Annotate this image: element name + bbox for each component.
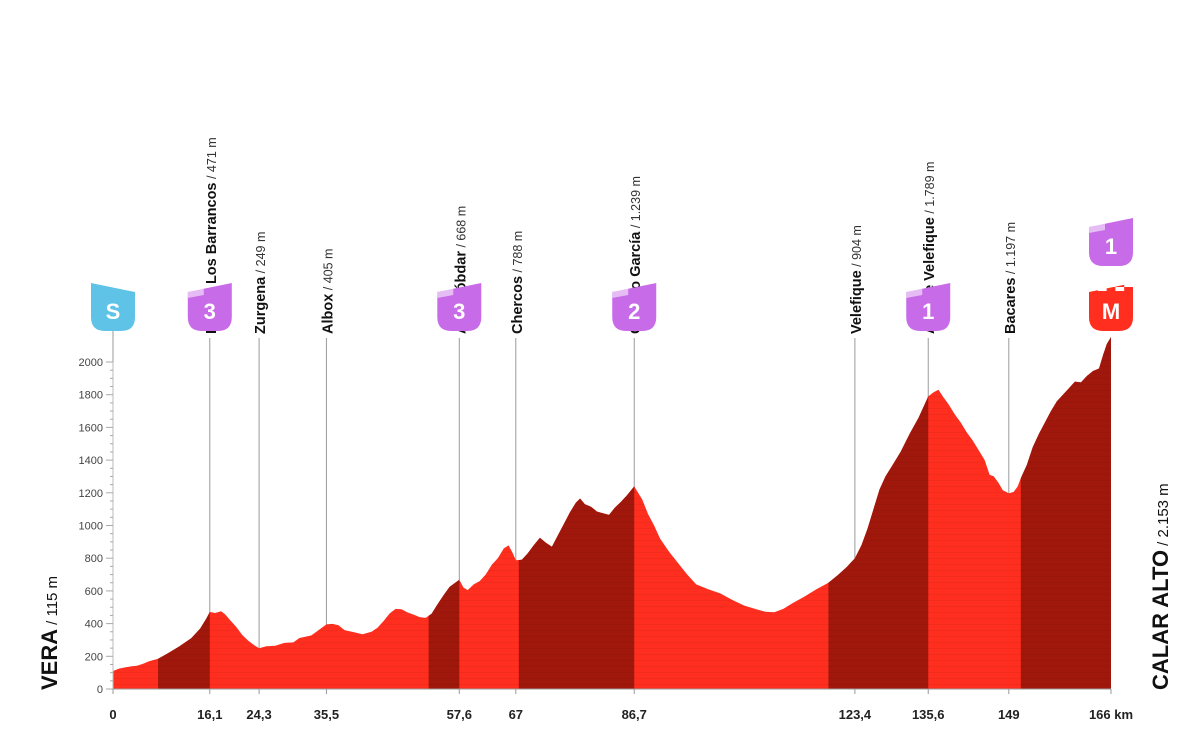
x-tick-label: 166 km (1089, 707, 1133, 722)
x-tick-label: 149 (998, 707, 1020, 722)
y-tick-label: 1400 (79, 455, 103, 467)
badge-checker (1097, 287, 1107, 291)
badge-shape (91, 283, 135, 331)
x-tick-label: 24,3 (246, 707, 271, 722)
start-label: VERA / 115 m (37, 576, 62, 690)
y-tick-label: 200 (85, 651, 103, 663)
x-tick-label: 0 (109, 707, 116, 722)
start-name: VERA (37, 629, 62, 690)
waypoint-elevation: / 904 m (850, 225, 864, 270)
category-badges: S 3 3 2 1 1 M (91, 218, 1133, 331)
badge-climb: 1 (906, 283, 951, 331)
y-tick-label: 0 (97, 684, 103, 696)
waypoint-elevation: / 788 m (511, 231, 525, 276)
waypoint-label: Velefique / 904 m (849, 225, 865, 334)
badge-checker (1106, 283, 1116, 287)
waypoint-elevation: / 1.197 m (1004, 222, 1018, 278)
x-tick-label: 35,5 (314, 707, 339, 722)
finish-name: CALAR ALTO (1148, 550, 1173, 690)
badge-label: M (1102, 299, 1120, 324)
badge-climb_top: 1 (1089, 218, 1133, 266)
waypoint-elevation: / 405 m (321, 249, 335, 294)
y-tick-label: 1600 (79, 422, 103, 434)
waypoint-name: Albox (320, 294, 336, 334)
badge-label: 1 (922, 299, 934, 324)
x-tick-label: 86,7 (622, 707, 647, 722)
y-tick-label: 1800 (79, 390, 103, 402)
badge-notch (906, 288, 923, 298)
waypoint-name: Zurgena (253, 276, 269, 334)
x-tick-label: 123,4 (839, 707, 872, 722)
finish-label: CALAR ALTO / 2.153 m (1148, 483, 1173, 690)
y-tick-label: 1200 (79, 488, 103, 500)
axes: 0 200 400 600 800 1000 1200 1400 1600 1800 2000 0 16… (79, 357, 1134, 722)
badge-finish: M (1089, 283, 1133, 331)
badge-notch (612, 288, 629, 298)
finish-elevation: / 2.153 m (1155, 483, 1172, 546)
waypoint-label: Zurgena / 249 m (253, 232, 269, 334)
badge-label: S (106, 299, 121, 324)
x-tick-label: 57,6 (447, 707, 472, 722)
y-tick-label: 600 (85, 586, 103, 598)
y-tick-label: 400 (85, 619, 103, 631)
start-elevation: / 115 m (44, 576, 61, 625)
badge-notch (437, 288, 454, 298)
waypoint-elevation: / 1.789 m (923, 162, 937, 218)
profile-area (113, 337, 1111, 689)
y-tick-label: 2000 (79, 357, 103, 369)
y-tick-label: 1000 (79, 521, 103, 533)
waypoint-label: Bacares / 1.197 m (1003, 222, 1019, 334)
waypoint-name: Chercos (510, 276, 526, 334)
badge-label: 2 (628, 299, 640, 324)
badge-notch (1089, 223, 1105, 233)
badge-climb: 3 (437, 283, 482, 331)
y-tick-label: 800 (85, 553, 103, 565)
waypoint-elevation: / 249 m (254, 232, 268, 277)
badge-label: 3 (453, 299, 465, 324)
badge-label: 3 (204, 299, 216, 324)
waypoint-elevation: / 471 m (205, 137, 219, 182)
badge-notch (187, 288, 204, 298)
x-tick-label: 16,1 (197, 707, 222, 722)
badge-checker (1124, 283, 1133, 287)
waypoint-name: Bacares (1003, 278, 1019, 334)
badge-shape (1089, 283, 1133, 331)
waypoint-name: Velefique (849, 270, 865, 334)
waypoint-elevation: / 1.239 m (629, 176, 643, 232)
badge-label: 1 (1105, 234, 1117, 259)
badge-climb: 2 (612, 283, 657, 331)
waypoint-label: Albox / 405 m (320, 249, 336, 334)
waypoint-label: Chercos / 788 m (510, 231, 526, 334)
x-tick-label: 67 (509, 707, 523, 722)
x-tick-label: 135,6 (912, 707, 945, 722)
waypoint-elevation: / 668 m (454, 206, 468, 251)
badge-start: S (91, 283, 135, 331)
profile-texture (113, 337, 1111, 689)
start-finish-labels: VERA / 115 m CALAR ALTO / 2.153 m (37, 483, 1173, 690)
badge-checker (1115, 287, 1125, 291)
badge-checker (1089, 283, 1098, 287)
badge-climb: 3 (187, 283, 232, 331)
